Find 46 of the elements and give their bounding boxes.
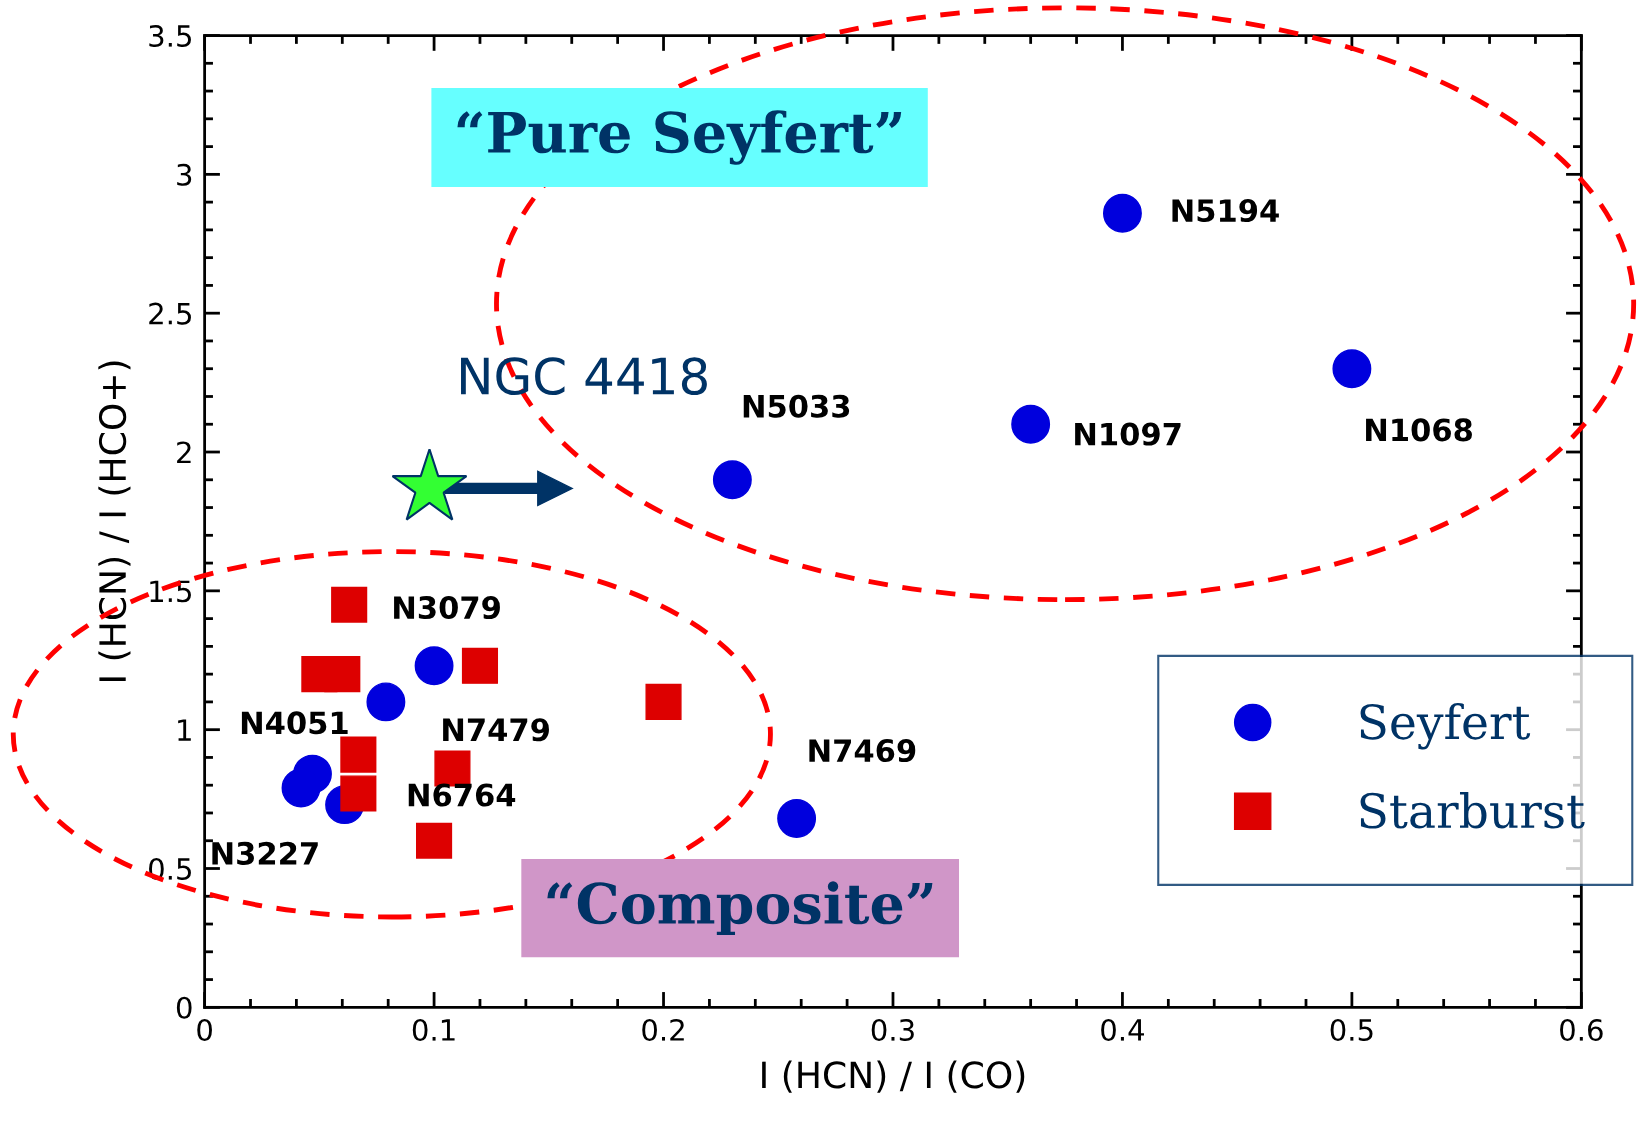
legend-label: Starburst bbox=[1360, 791, 1585, 829]
annotation: NGC 4418 bbox=[461, 357, 707, 396]
x-tick-label: 0.4 bbox=[1101, 1018, 1144, 1042]
point bbox=[340, 736, 377, 773]
y-tick-label: 3.5 bbox=[149, 24, 191, 48]
point bbox=[777, 799, 817, 838]
y-tick-label: 0 bbox=[176, 996, 192, 1019]
point bbox=[1011, 404, 1051, 444]
annotation: N6764 bbox=[408, 783, 516, 807]
x-tick-label: 0.1 bbox=[412, 1018, 455, 1042]
annotation: N1068 bbox=[1366, 418, 1472, 442]
y-tick-label: 1.5 bbox=[150, 580, 191, 603]
point bbox=[416, 822, 453, 859]
point bbox=[712, 460, 752, 500]
annotation: N5033 bbox=[743, 394, 850, 418]
annotation: N1097 bbox=[1075, 422, 1181, 446]
annotation: N4051 bbox=[241, 711, 348, 735]
point bbox=[331, 586, 368, 623]
x-tick-label: 0.6 bbox=[1560, 1018, 1603, 1042]
annotation: N7479 bbox=[443, 718, 549, 742]
point bbox=[281, 768, 321, 808]
y-tick-label: 2.5 bbox=[149, 302, 191, 325]
point bbox=[340, 775, 377, 812]
point bbox=[461, 647, 499, 684]
annotation: “Composite” bbox=[547, 881, 933, 936]
annotation: N5194 bbox=[1172, 199, 1279, 223]
annotation: N3079 bbox=[394, 596, 500, 620]
point bbox=[1332, 349, 1372, 389]
annotation: “Pure Seyfert” bbox=[457, 110, 902, 165]
x-tick-label: 0.3 bbox=[871, 1018, 914, 1042]
y-tick-label: 1 bbox=[178, 719, 191, 741]
y-axis-title: I (HCN) / I (HCO+) bbox=[98, 361, 131, 681]
x-tick-label: 0.5 bbox=[1330, 1018, 1373, 1042]
x-tick-label: 0.2 bbox=[642, 1018, 684, 1042]
annotation: N3227 bbox=[212, 841, 318, 865]
point bbox=[645, 683, 682, 720]
point bbox=[1102, 193, 1142, 233]
annotation: N7469 bbox=[809, 739, 916, 763]
x-tick-label: 0 bbox=[197, 1018, 212, 1042]
y-tick-label: 3 bbox=[177, 163, 192, 186]
point bbox=[366, 682, 406, 722]
y-tick-label: 2 bbox=[177, 441, 191, 464]
x-axis-title: I (HCN) / I (CO) bbox=[762, 1060, 1025, 1093]
point bbox=[324, 656, 361, 693]
legend-label: Seyfert bbox=[1360, 703, 1531, 750]
point bbox=[414, 646, 454, 686]
